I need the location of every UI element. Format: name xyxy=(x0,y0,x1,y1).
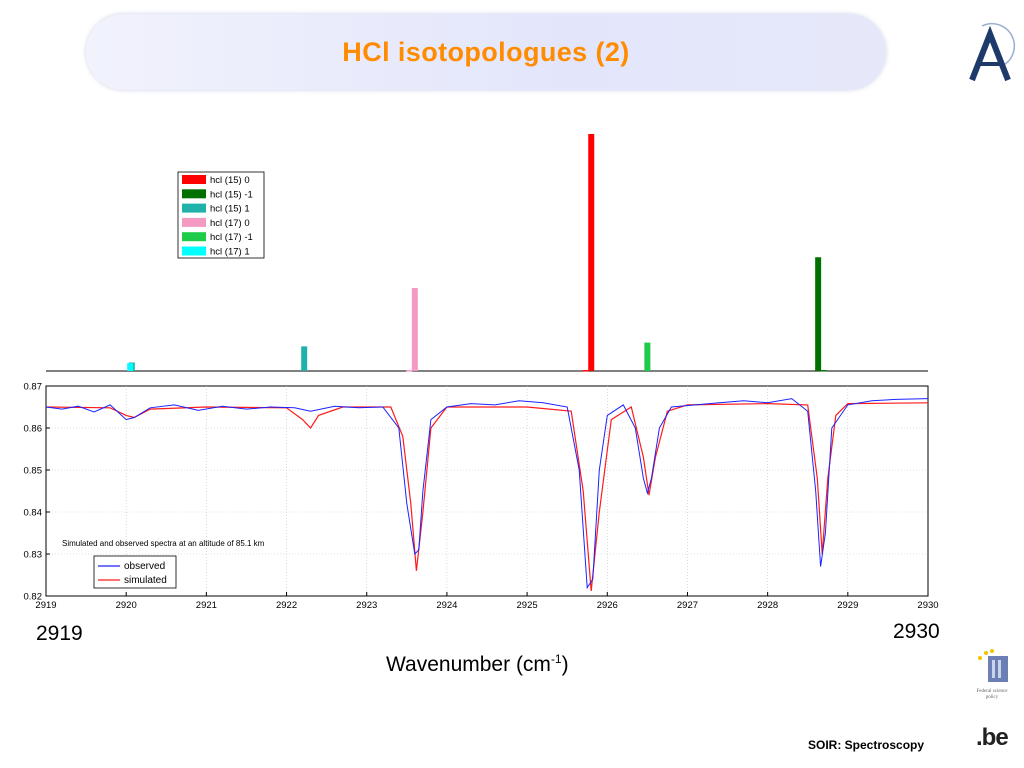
x-tick-label: 2923 xyxy=(356,600,377,611)
title-banner: HCl isotopologues (2) xyxy=(86,14,886,90)
x-axis-title-main: Wavenumber (cm xyxy=(386,653,551,676)
bar-5-0 xyxy=(127,363,134,371)
x-axis-title: Wavenumber (cm-1) xyxy=(386,652,569,677)
simulated-line xyxy=(45,402,929,592)
x-tick-label: 2928 xyxy=(757,600,778,611)
observed-line xyxy=(45,398,929,590)
bar-1-0 xyxy=(815,257,822,371)
isotopologue-bars xyxy=(127,134,827,372)
y-tick-label: 0.87 xyxy=(24,382,43,393)
spectrum-ticks: 2919 2920 2921 2922 2923 2924 2925 2926 2927 2928… xyxy=(24,382,939,612)
legend-observed-label: observed xyxy=(124,561,165,572)
bar-legend-swatch-3 xyxy=(182,217,206,227)
bar-legend-swatch-1 xyxy=(182,189,206,199)
x-tick-label: 2919 xyxy=(35,600,56,611)
y-tick-label: 0.83 xyxy=(24,550,43,561)
x-tick-label: 2924 xyxy=(436,600,457,611)
x-tick-label: 2926 xyxy=(597,600,618,611)
bar-1-1 xyxy=(820,370,827,372)
bar-legend-label-0: hcl (15) 0 xyxy=(210,175,250,186)
x-tick-label: 2925 xyxy=(517,600,538,611)
spectrum-legend-box xyxy=(93,555,177,589)
y-tick-label: 0.84 xyxy=(24,508,43,519)
y-tick-label: 0.85 xyxy=(24,466,43,477)
footer-caption: SOIR: Spectroscopy xyxy=(808,738,925,752)
spectrum-annotation: Simulated and observed spectra at an alt… xyxy=(62,539,265,548)
belspo-logo: Federal science policy xyxy=(972,648,1012,700)
legend-simulated-label: simulated xyxy=(124,575,167,586)
bar-legend: hcl (15) 0 hcl (15) -1 hcl (15) 1 hcl (17) … xyxy=(177,171,265,259)
bar-0-1 xyxy=(588,134,595,371)
aeronomy-logo xyxy=(969,22,1016,82)
bar-legend-swatch-4 xyxy=(182,232,206,242)
bar-legend-label-1: hcl (15) -1 xyxy=(210,189,253,200)
logo-a-shape xyxy=(969,25,1011,82)
x-tick-label: 2920 xyxy=(116,600,137,611)
spectrum-plot-area xyxy=(45,385,929,597)
bar-legend-label-4: hcl (17) -1 xyxy=(210,232,253,243)
spectrum-grid xyxy=(46,386,928,596)
logo-orbit xyxy=(981,22,1016,67)
belspo-emblem xyxy=(978,649,1008,682)
spectrum-legend: observed simulated xyxy=(93,555,177,589)
x-axis-title-sup: -1 xyxy=(550,652,562,666)
bar-0-0 xyxy=(582,370,589,372)
bar-legend-label-3: hcl (17) 0 xyxy=(210,218,250,229)
bar-legend-label-2: hcl (15) 1 xyxy=(210,204,250,215)
x-tick-label: 2927 xyxy=(677,600,698,611)
x-axis-title-close: ) xyxy=(561,653,569,676)
bar-2-1 xyxy=(301,346,308,371)
bar-3-1 xyxy=(411,288,418,371)
bar-legend-swatch-2 xyxy=(182,203,206,213)
bar-4-0 xyxy=(644,342,651,371)
big-xlabel-left: 2919 xyxy=(36,622,83,645)
x-tick-label: 2930 xyxy=(917,600,938,611)
y-tick-label: 0.86 xyxy=(24,424,43,435)
x-tick-label: 2921 xyxy=(196,600,217,611)
belspo-caption: Federal science policy xyxy=(976,689,1008,700)
bar-legend-swatch-0 xyxy=(182,175,206,184)
be-logo: .be xyxy=(976,724,1009,751)
bar-3-0 xyxy=(406,370,413,372)
slide-title: HCl isotopologues (2) xyxy=(342,36,630,67)
bar-legend-swatch-5 xyxy=(182,246,206,256)
big-xlabel-right: 2930 xyxy=(893,620,940,643)
x-tick-label: 2922 xyxy=(276,600,297,611)
y-tick-label: 0.82 xyxy=(24,592,43,603)
bar-legend-label-5: hcl (17) 1 xyxy=(210,247,250,258)
x-tick-label: 2929 xyxy=(837,600,858,611)
bar-legend-box xyxy=(177,171,265,259)
